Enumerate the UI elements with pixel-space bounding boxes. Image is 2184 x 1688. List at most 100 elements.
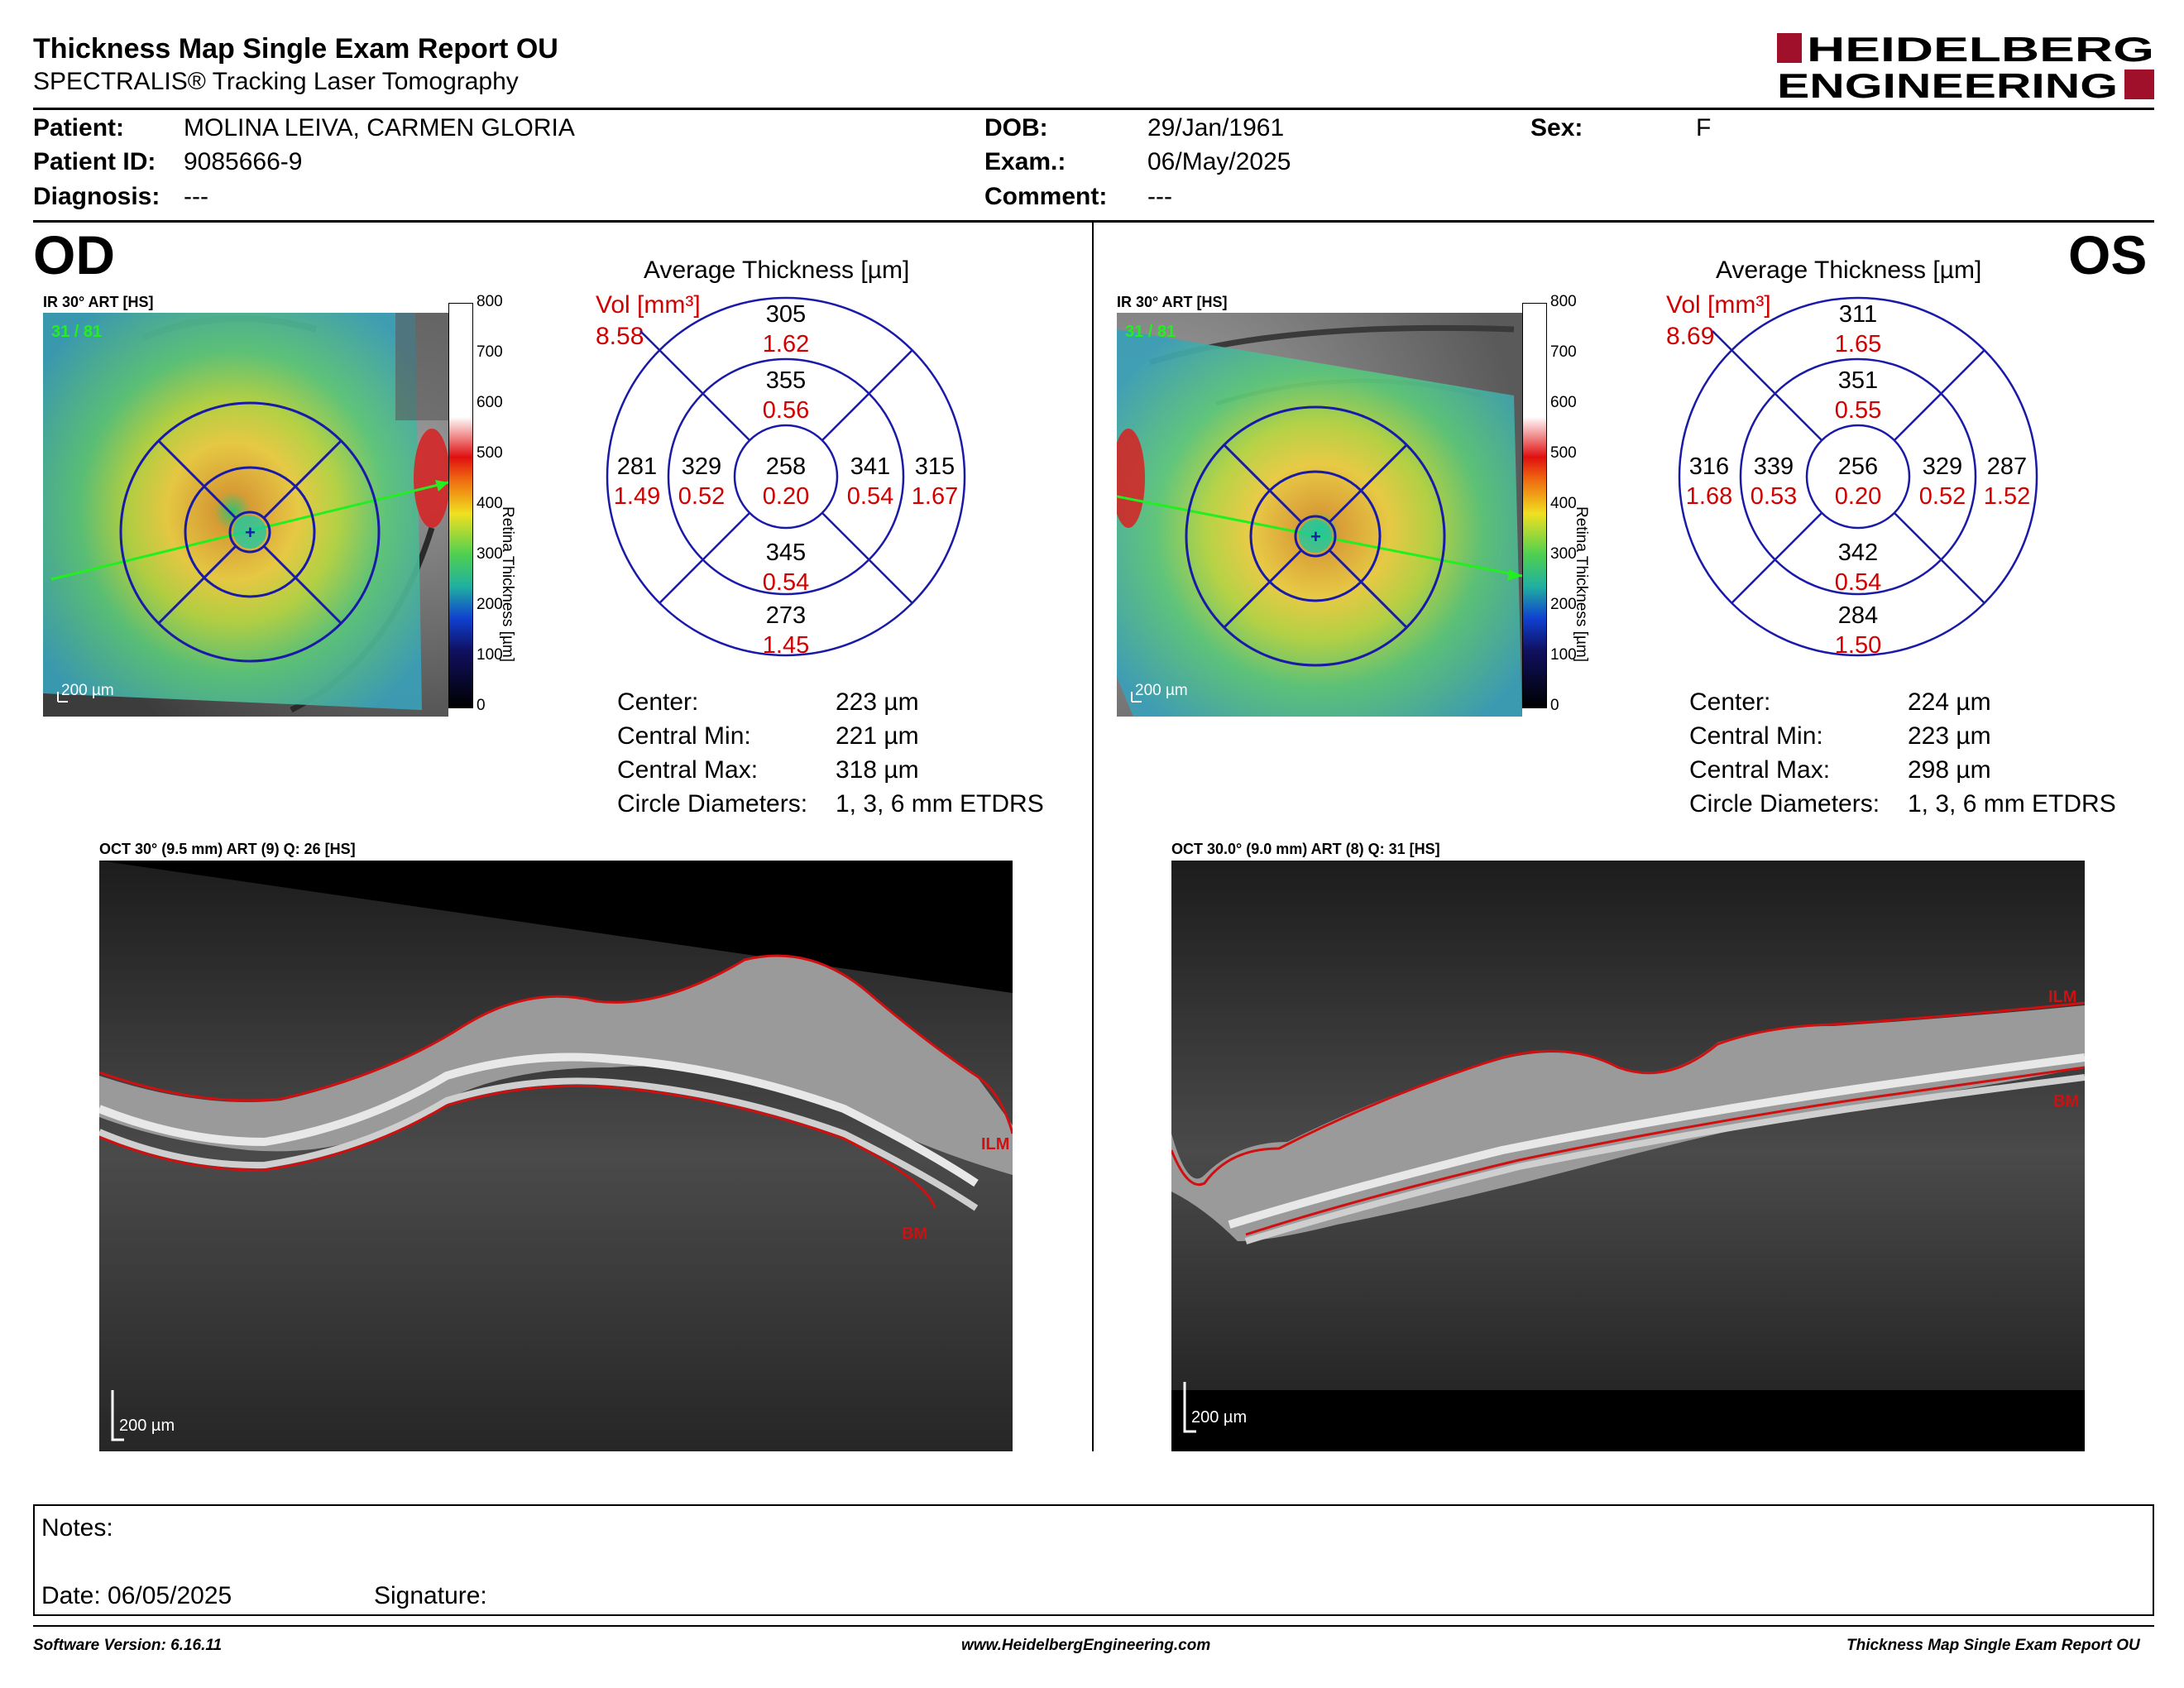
od-tick: 400 — [477, 495, 503, 512]
os-bm-label: BM — [2053, 1092, 2080, 1110]
od-outer-bottom-thickness: 273 — [765, 602, 807, 629]
footer-divider — [33, 1625, 2154, 1627]
comment-value: --- — [1147, 183, 1172, 210]
os-central-max-label: Central Max: — [1689, 756, 1831, 784]
os-inner-right-volume: 0.52 — [1918, 483, 1966, 510]
od-ilm-label: ILM — [981, 1135, 1010, 1153]
patient-name: MOLINA LEIVA, CARMEN GLORIA — [184, 114, 575, 141]
svg-text:+: + — [245, 522, 256, 543]
logo-line1: HEIDELBERG — [1807, 30, 2154, 69]
os-ilm-label: ILM — [2048, 988, 2077, 1006]
signature-label: Signature: — [374, 1582, 487, 1609]
od-vol-label: Vol [mm³] — [596, 291, 701, 319]
date-label: Date: 06/05/2025 — [41, 1582, 232, 1609]
os-inner-bottom-thickness: 342 — [1837, 539, 1879, 566]
os-center-volume: 0.20 — [1834, 483, 1882, 510]
os-outer-top-volume: 1.65 — [1834, 331, 1882, 357]
os-oct-scan: ILM BM 200 µm — [1171, 861, 2085, 1451]
os-fundus-image: + 31 / 81 200 µm — [1117, 313, 1522, 717]
os-circle-diam-value: 1, 3, 6 mm ETDRS — [1908, 790, 2116, 818]
od-avg-title: Average Thickness [µm] — [644, 257, 910, 284]
od-tick: 0 — [477, 697, 486, 714]
od-outer-right-thickness: 315 — [914, 453, 956, 480]
os-tick: 200 — [1550, 596, 1577, 613]
os-oct-scale: 200 µm — [1191, 1408, 1248, 1427]
info-divider — [33, 220, 2154, 223]
os-outer-bottom-volume: 1.50 — [1834, 632, 1882, 659]
logo-line2: ENGINEERING — [1777, 66, 2118, 101]
report-title: Thickness Map Single Exam Report OU — [33, 33, 558, 65]
od-sector-values: 305 1.62 355 0.56 258 0.20 345 0.54 273 … — [604, 295, 968, 659]
od-tick: 200 — [477, 596, 503, 613]
os-center-thickness: 256 — [1837, 453, 1879, 480]
od-frame-count: 31 / 81 — [51, 323, 103, 341]
od-colorbar — [448, 303, 473, 708]
os-tick: 500 — [1550, 444, 1577, 462]
od-tick: 800 — [477, 293, 503, 310]
od-central-max-value: 318 µm — [836, 756, 919, 784]
os-inner-top-volume: 0.55 — [1834, 397, 1882, 424]
os-sector-values: 311 1.65 351 0.55 256 0.20 342 0.54 284 … — [1676, 295, 2040, 659]
os-inner-top-thickness: 351 — [1837, 367, 1879, 394]
od-central-max-label: Central Max: — [617, 756, 759, 784]
dob-value: 29/Jan/1961 — [1147, 114, 1285, 141]
od-tick: 300 — [477, 545, 503, 563]
os-eye-label: OS — [2068, 224, 2148, 285]
od-center-volume: 0.20 — [762, 483, 810, 510]
od-bm-label: BM — [902, 1225, 928, 1243]
os-inner-right-thickness: 329 — [1922, 453, 1963, 480]
diagnosis-value: --- — [184, 183, 208, 210]
od-inner-bottom-volume: 0.54 — [762, 569, 810, 596]
os-colorbar-title: Retina Thickness [µm] — [1573, 506, 1590, 662]
os-tick: 400 — [1550, 495, 1577, 512]
od-central-min-label: Central Min: — [617, 722, 751, 750]
od-center-thickness: 258 — [765, 453, 807, 480]
os-frame-count: 31 / 81 — [1125, 323, 1176, 341]
os-outer-left-thickness: 316 — [1688, 453, 1730, 480]
od-outer-left-volume: 1.49 — [613, 483, 661, 510]
os-tick: 100 — [1550, 646, 1577, 664]
os-outer-right-thickness: 287 — [1986, 453, 2028, 480]
od-oct-scan: ILM BM 200 µm — [99, 861, 1013, 1451]
comment-label: Comment: — [984, 183, 1108, 210]
report-subtitle: SPECTRALIS® Tracking Laser Tomography — [33, 68, 519, 95]
od-inner-bottom-thickness: 345 — [765, 539, 807, 566]
od-inner-top-volume: 0.56 — [762, 397, 810, 424]
patient-id-label: Patient ID: — [33, 148, 156, 175]
od-fundus-image: + 31 / 81 200 µm — [43, 313, 448, 717]
os-circle-diam-label: Circle Diameters: — [1689, 790, 1880, 818]
od-fundus-scale: 200 µm — [61, 682, 114, 699]
od-center-label: Center: — [617, 688, 699, 716]
os-oct-label: OCT 30.0° (9.0 mm) ART (8) Q: 31 [HS] — [1171, 841, 1440, 857]
os-outer-left-volume: 1.68 — [1685, 483, 1733, 510]
header-divider — [33, 108, 2154, 110]
od-inner-right-thickness: 341 — [850, 453, 891, 480]
notes-label: Notes: — [41, 1514, 113, 1542]
os-center-label: Center: — [1689, 688, 1771, 716]
od-tick: 100 — [477, 646, 503, 664]
od-oct-label: OCT 30° (9.5 mm) ART (9) Q: 26 [HS] — [99, 841, 356, 857]
od-etdrs-grid — [606, 296, 966, 657]
os-central-max-value: 298 µm — [1908, 756, 1991, 784]
od-circle-diam-value: 1, 3, 6 mm ETDRS — [836, 790, 1044, 818]
os-tick: 700 — [1550, 343, 1577, 361]
os-inner-left-volume: 0.53 — [1750, 483, 1798, 510]
od-inner-left-volume: 0.52 — [678, 483, 726, 510]
od-outer-top-thickness: 305 — [765, 301, 807, 328]
os-inner-left-thickness: 339 — [1753, 453, 1794, 480]
od-ir-label: IR 30° ART [HS] — [43, 294, 154, 310]
od-oct-scale: 200 µm — [119, 1417, 175, 1435]
od-outer-bottom-volume: 1.45 — [762, 632, 810, 659]
od-outer-left-thickness: 281 — [616, 453, 658, 480]
os-tick: 0 — [1550, 697, 1559, 714]
notes-box[interactable]: Notes: Date: 06/05/2025 Signature: — [33, 1504, 2154, 1616]
os-tick: 800 — [1550, 293, 1577, 310]
sex-value: F — [1696, 114, 1712, 141]
footer-report-title: Thickness Map Single Exam Report OU — [1846, 1637, 2140, 1654]
od-eye-label: OD — [33, 224, 115, 285]
od-tick: 700 — [477, 343, 503, 361]
website-link[interactable]: www.HeidelbergEngineering.com — [961, 1637, 1211, 1654]
os-tick: 300 — [1550, 545, 1577, 563]
dob-label: DOB: — [984, 114, 1048, 141]
os-avg-title: Average Thickness [µm] — [1716, 257, 1982, 284]
